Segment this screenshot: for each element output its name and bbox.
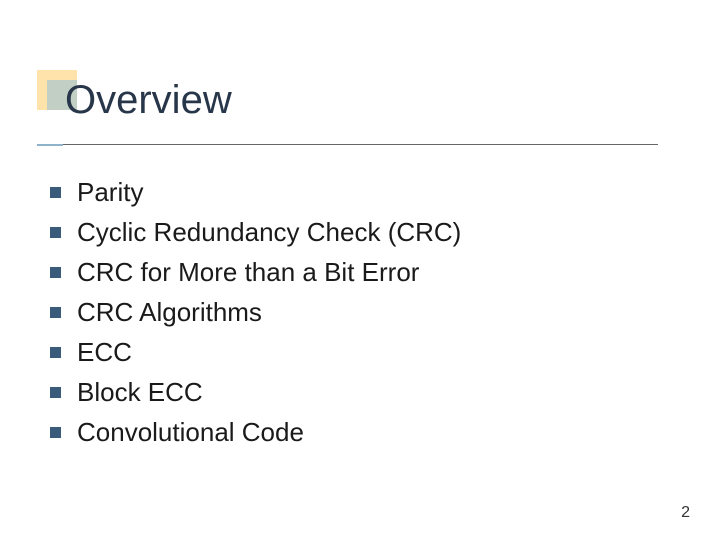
bullet-icon bbox=[50, 187, 61, 198]
bullet-icon bbox=[50, 267, 61, 278]
list-item: CRC Algorithms bbox=[50, 292, 461, 332]
list-item: Cyclic Redundancy Check (CRC) bbox=[50, 212, 461, 252]
title-underline-accent bbox=[37, 144, 63, 146]
list-item: Parity bbox=[50, 172, 461, 212]
bullet-icon bbox=[50, 387, 61, 398]
list-item: ECC bbox=[50, 332, 461, 372]
bullet-icon bbox=[50, 347, 61, 358]
bullet-text: Cyclic Redundancy Check (CRC) bbox=[77, 217, 461, 248]
bullet-text: Convolutional Code bbox=[77, 417, 304, 448]
bullet-text: CRC Algorithms bbox=[77, 297, 262, 328]
bullet-text: Parity bbox=[77, 177, 143, 208]
bullet-icon bbox=[50, 307, 61, 318]
bullet-text: Block ECC bbox=[77, 377, 203, 408]
bullet-text: ECC bbox=[77, 337, 132, 368]
list-item: Block ECC bbox=[50, 372, 461, 412]
slide-title: Overview bbox=[65, 78, 232, 123]
bullet-list: Parity Cyclic Redundancy Check (CRC) CRC f… bbox=[50, 172, 461, 452]
list-item: Convolutional Code bbox=[50, 412, 461, 452]
bullet-text: CRC for More than a Bit Error bbox=[77, 257, 419, 288]
slide: Overview Parity Cyclic Redundancy Check (… bbox=[0, 0, 720, 540]
page-number: 2 bbox=[681, 504, 690, 522]
bullet-icon bbox=[50, 427, 61, 438]
list-item: CRC for More than a Bit Error bbox=[50, 252, 461, 292]
bullet-icon bbox=[50, 227, 61, 238]
title-underline bbox=[63, 144, 658, 145]
